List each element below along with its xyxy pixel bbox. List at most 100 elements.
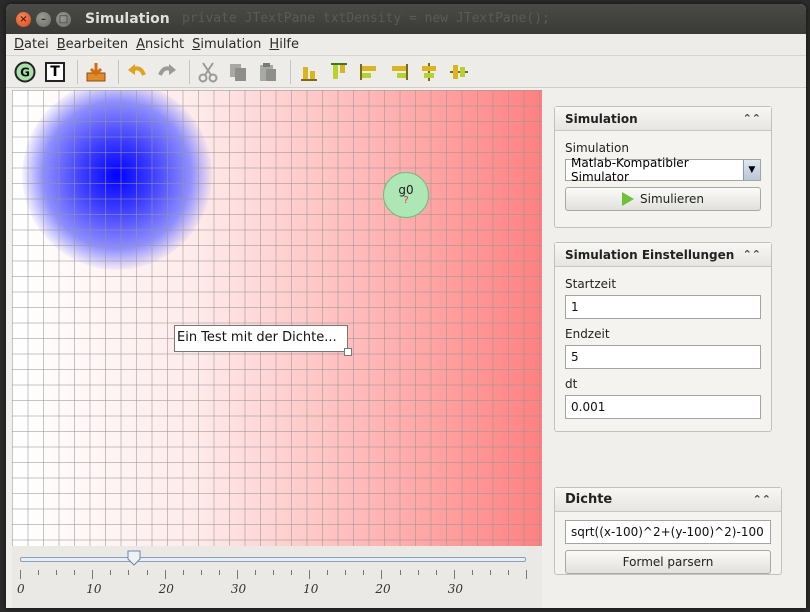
save-button[interactable]	[83, 59, 109, 85]
resize-handle[interactable]	[344, 348, 352, 356]
cut-button[interactable]	[195, 59, 221, 85]
play-icon	[622, 192, 635, 206]
settings-box: Simulation Einstellungen ⌃⌃ Startzeit 1 …	[554, 242, 772, 432]
slider-tick	[508, 570, 509, 575]
simulation-box-header[interactable]: Simulation ⌃⌃	[555, 107, 771, 131]
menu-ansicht-mnemonic: A	[136, 37, 146, 52]
slider-tick	[436, 570, 437, 575]
simulator-select[interactable]: Matlab-Kompatibler Simulator ▼	[565, 156, 761, 184]
slider-tick-label: 10	[303, 582, 319, 596]
save-icon	[86, 62, 106, 81]
chevron-down-icon[interactable]: ▼	[742, 160, 760, 180]
redo-button[interactable]	[154, 59, 180, 85]
menu-bearbeiten[interactable]: Bearbeiten	[57, 37, 128, 52]
menu-datei[interactable]: Datei	[14, 37, 49, 52]
center-horizontal-button[interactable]	[446, 59, 472, 85]
slider-ticks	[20, 570, 527, 580]
menu-hilfe-rest: ilfe	[279, 37, 300, 52]
node-label: g0	[398, 183, 414, 197]
center-vertical-button[interactable]	[416, 59, 442, 85]
paste-button[interactable]	[255, 59, 281, 85]
simulation-box-title: Simulation	[565, 111, 638, 126]
align-right-icon	[392, 63, 408, 80]
menu-hilfe[interactable]: Hilfe	[269, 37, 299, 52]
collapse-icon[interactable]: ⌃⌃	[752, 493, 771, 506]
toolbar: G T	[6, 56, 806, 88]
slider-tick-label: 30	[230, 582, 247, 596]
slider-tick	[526, 570, 527, 579]
graph-node[interactable]: g0 ?	[383, 172, 429, 218]
collapse-icon[interactable]: ⌃⌃	[742, 248, 761, 261]
text-mode-button[interactable]: T	[42, 59, 68, 85]
close-window-button[interactable]: ×	[16, 11, 31, 27]
menu-simulation[interactable]: Simulation	[192, 37, 261, 52]
slider-tick	[255, 570, 256, 575]
slider-tick	[273, 570, 274, 575]
undo-button[interactable]	[124, 59, 150, 85]
settings-box-header[interactable]: Simulation Einstellungen ⌃⌃	[555, 243, 771, 267]
simulator-selected: Matlab-Kompatibler Simulator	[571, 156, 689, 184]
slider-tick	[472, 570, 473, 575]
slider-tick	[74, 570, 75, 575]
end-time-label: Endzeit	[565, 327, 610, 341]
text-note[interactable]: Ein Test mit der Dichte...	[174, 325, 352, 356]
toolbar-separator	[189, 59, 190, 84]
copy-icon	[230, 63, 246, 81]
menu-ansicht[interactable]: Ansicht	[136, 37, 184, 52]
redo-icon	[158, 63, 176, 76]
slider-tick	[219, 570, 220, 575]
density-formula-field[interactable]: sqrt((x-100)^2+(y-100)^2)-100	[565, 520, 771, 544]
minimize-window-button[interactable]: –	[36, 11, 51, 27]
end-time-field[interactable]: 5	[565, 345, 761, 369]
window-title: Simulation	[85, 11, 170, 27]
slider-tick	[345, 570, 346, 575]
simulation-window: × – □ Simulation private JTextPane txtDe…	[6, 4, 806, 608]
start-time-field[interactable]: 1	[565, 295, 761, 319]
align-right-button[interactable]	[386, 59, 412, 85]
menu-bearbeiten-rest: earbeiten	[65, 37, 129, 52]
t-box-icon: T	[45, 61, 65, 82]
undo-icon	[128, 63, 146, 76]
collapse-icon[interactable]: ⌃⌃	[742, 112, 761, 125]
time-slider-area: 0 10 20 30 10 20 30	[12, 546, 542, 608]
density-canvas[interactable]: g0 ? Ein Test mit der Dichte...	[12, 90, 542, 546]
slider-tick	[237, 570, 238, 579]
slider-tick	[110, 570, 111, 575]
settings-box-title: Simulation Einstellungen	[565, 247, 735, 262]
paste-icon	[260, 62, 276, 81]
align-left-button[interactable]	[356, 59, 382, 85]
dt-field[interactable]: 0.001	[565, 395, 761, 419]
menu-ansicht-rest: nsicht	[145, 37, 185, 52]
density-box-header[interactable]: Dichte ⌃⌃	[555, 488, 781, 512]
density-box: Dichte ⌃⌃ sqrt((x-100)^2+(y-100)^2)-100 …	[554, 487, 782, 575]
toolbar-separator	[290, 59, 291, 84]
main-area: g0 ? Ein Test mit der Dichte... 0 10 20 30 1…	[6, 90, 806, 608]
title-bar[interactable]: × – □ Simulation private JTextPane txtDe…	[6, 4, 806, 34]
dt-label: dt	[565, 377, 578, 391]
slider-thumb[interactable]	[127, 550, 141, 566]
align-bottom-button[interactable]	[296, 59, 322, 85]
slider-tick	[454, 570, 455, 579]
slider-track[interactable]	[20, 557, 526, 562]
toolbar-separator	[77, 59, 78, 84]
menu-datei-mnemonic: D	[14, 37, 25, 52]
slider-tick	[147, 570, 148, 575]
toolbar-separator	[118, 59, 119, 84]
simulate-button[interactable]: Simulieren	[565, 187, 761, 211]
slider-tick	[327, 570, 328, 575]
align-top-button[interactable]	[326, 59, 352, 85]
slider-tick	[490, 570, 491, 575]
slider-tick-label: 30	[447, 582, 463, 596]
menu-datei-rest: atei	[24, 37, 49, 52]
slider-tick	[20, 570, 21, 579]
slider-tick	[418, 570, 419, 575]
t-label: T	[50, 63, 60, 80]
copy-button[interactable]	[225, 59, 251, 85]
maximize-window-button[interactable]: □	[56, 11, 71, 27]
parse-formula-button-label: Formel parsern	[622, 555, 714, 569]
cut-icon	[198, 61, 218, 82]
graph-mode-button[interactable]: G	[12, 59, 38, 85]
parse-formula-button[interactable]: Formel parsern	[565, 550, 771, 574]
simulate-button-label: Simulieren	[640, 192, 704, 206]
slider-tick	[92, 570, 93, 579]
